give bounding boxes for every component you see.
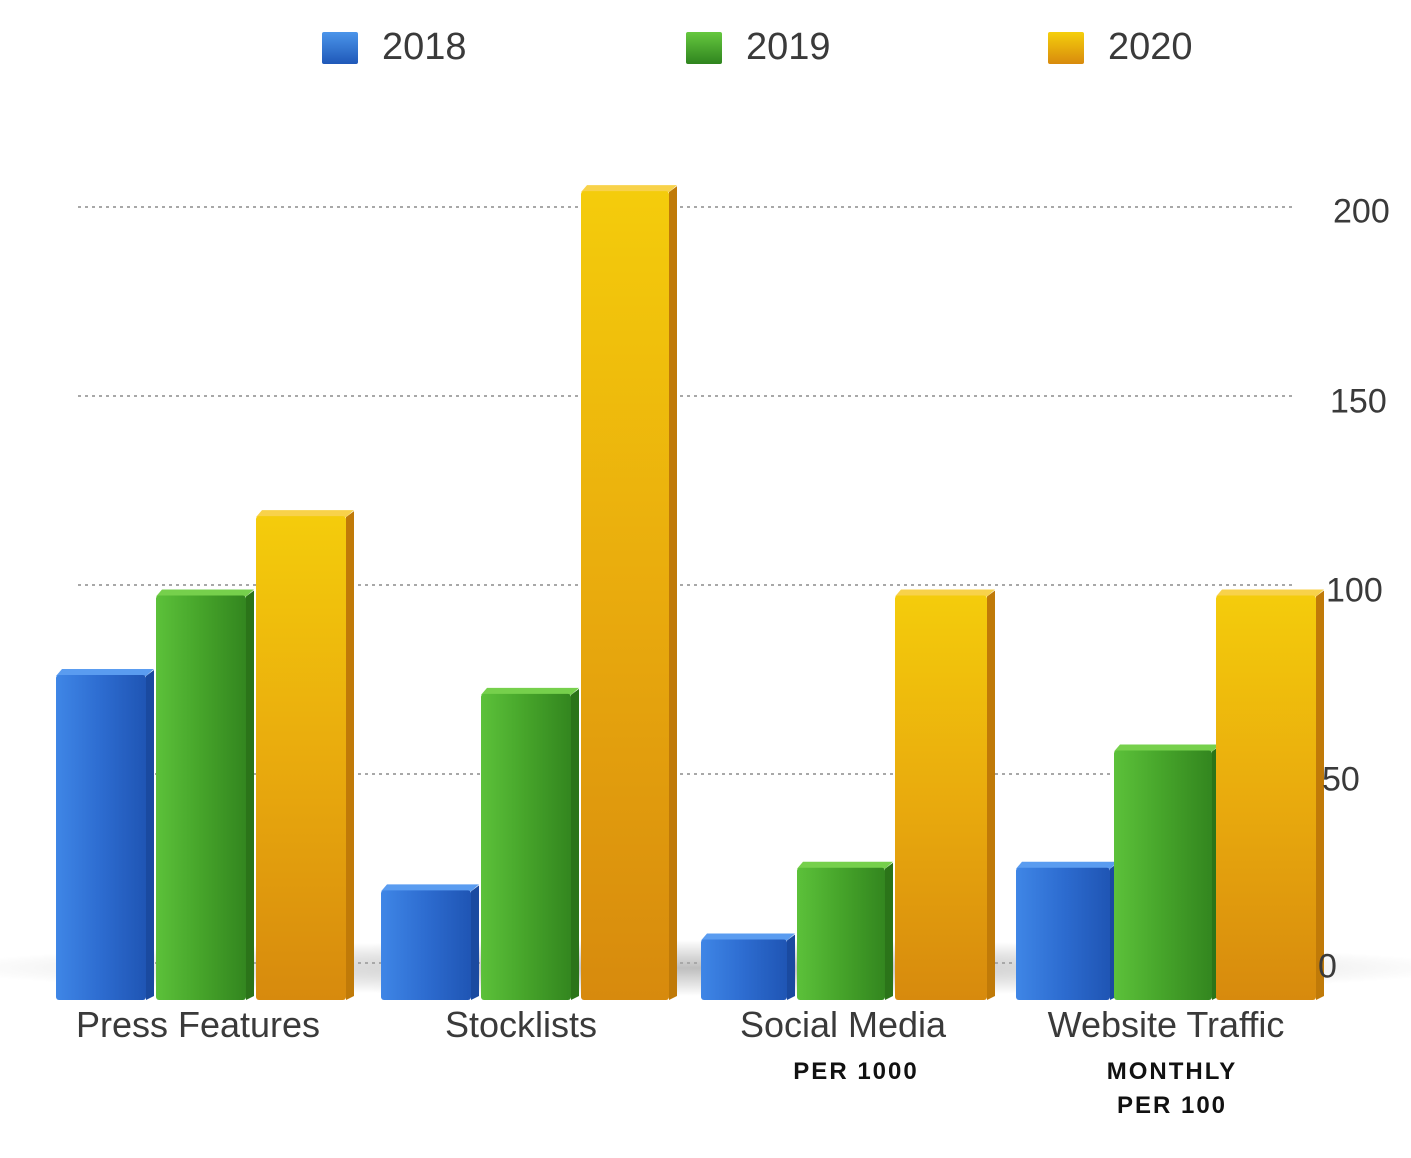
bar-side-face — [246, 590, 254, 1000]
bar-social-media-2019 — [797, 861, 893, 1000]
legend-swatch-2019 — [686, 31, 722, 64]
bar-front-face — [381, 890, 471, 1000]
bar-top-face — [381, 884, 479, 892]
bar-top-face — [797, 861, 893, 869]
bar-stocklists-2018 — [381, 884, 479, 1000]
bar-front-face — [256, 516, 346, 1000]
y-tick-label-200: 200 — [1333, 192, 1390, 231]
legend-label-2018: 2018 — [382, 26, 467, 68]
bar-side-face — [987, 590, 995, 1000]
bar-front-face — [581, 191, 669, 1001]
bar-website-traffic-2020 — [1216, 589, 1324, 1000]
bar-front-face — [895, 595, 987, 1000]
y-tick-label-0: 0 — [1318, 947, 1337, 986]
legend: 2018 2019 2020 — [0, 26, 1411, 76]
legend-swatch-2018 — [322, 31, 358, 64]
bar-social-media-2020 — [895, 589, 995, 1000]
category-label-stocklists: Stocklists — [444, 1004, 598, 1045]
bar-top-face — [895, 589, 995, 597]
bar-top-face — [256, 510, 354, 518]
bar-side-face — [787, 934, 795, 1000]
bar-front-face — [56, 674, 146, 1000]
legend-item-2019: 2019 — [686, 26, 831, 69]
y-tick-label-100: 100 — [1326, 571, 1383, 610]
bar-stocklists-2020 — [581, 185, 677, 1001]
bar-side-face — [669, 186, 677, 1001]
bar-front-face — [481, 693, 571, 1000]
legend-item-2020: 2020 — [1048, 26, 1193, 69]
bar-front-face — [1016, 867, 1110, 1000]
legend-swatch-2020 — [1048, 31, 1084, 64]
y-tick-label-150: 150 — [1330, 382, 1387, 421]
category-label-website-traffic: Website Traffic — [1047, 1004, 1285, 1045]
legend-item-2018: 2018 — [322, 26, 467, 69]
bar-side-face — [471, 885, 479, 1000]
legend-label-2020: 2020 — [1108, 26, 1193, 68]
bar-side-face — [346, 511, 354, 1000]
bar-front-face — [797, 867, 885, 1000]
bar-press-features-2018 — [56, 668, 154, 1000]
category-label-press-features: Press Features — [75, 1004, 321, 1045]
bar-front-face — [701, 939, 787, 1000]
bar-side-face — [146, 669, 154, 1000]
bar-side-face — [1316, 590, 1324, 1000]
bar-side-face — [885, 862, 893, 1000]
bar-top-face — [481, 687, 579, 695]
bar-front-face — [156, 595, 246, 1000]
bar-front-face — [1216, 595, 1316, 1000]
website-traffic-sublabel-per-100: PER 100 — [1116, 1092, 1228, 1119]
legend-label-2019: 2019 — [746, 26, 831, 68]
bar-side-face — [571, 688, 579, 1000]
bar-top-face — [1016, 861, 1118, 869]
bar-front-face — [1114, 750, 1212, 1000]
bar-stocklists-2019 — [481, 687, 579, 1000]
bar-social-media-2018 — [701, 933, 795, 1000]
bar-top-face — [56, 668, 154, 676]
category-label-social-media: Social Media — [739, 1004, 947, 1045]
y-tick-label-50: 50 — [1322, 760, 1360, 799]
social-media-sublabel: PER 1000 — [793, 1058, 919, 1085]
bar-top-face — [701, 933, 795, 941]
bar-website-traffic-2019 — [1114, 744, 1220, 1000]
bar-top-face — [1216, 589, 1324, 597]
bars — [56, 185, 1324, 1001]
bar-press-features-2020 — [256, 510, 354, 1000]
bar-top-face — [1114, 744, 1220, 752]
bar-press-features-2019 — [156, 589, 254, 1000]
bar-top-face — [581, 185, 677, 193]
bar-top-face — [156, 589, 254, 597]
bar-website-traffic-2018 — [1016, 861, 1118, 1000]
website-traffic-sublabel-monthly: MONTHLY — [1106, 1058, 1238, 1085]
